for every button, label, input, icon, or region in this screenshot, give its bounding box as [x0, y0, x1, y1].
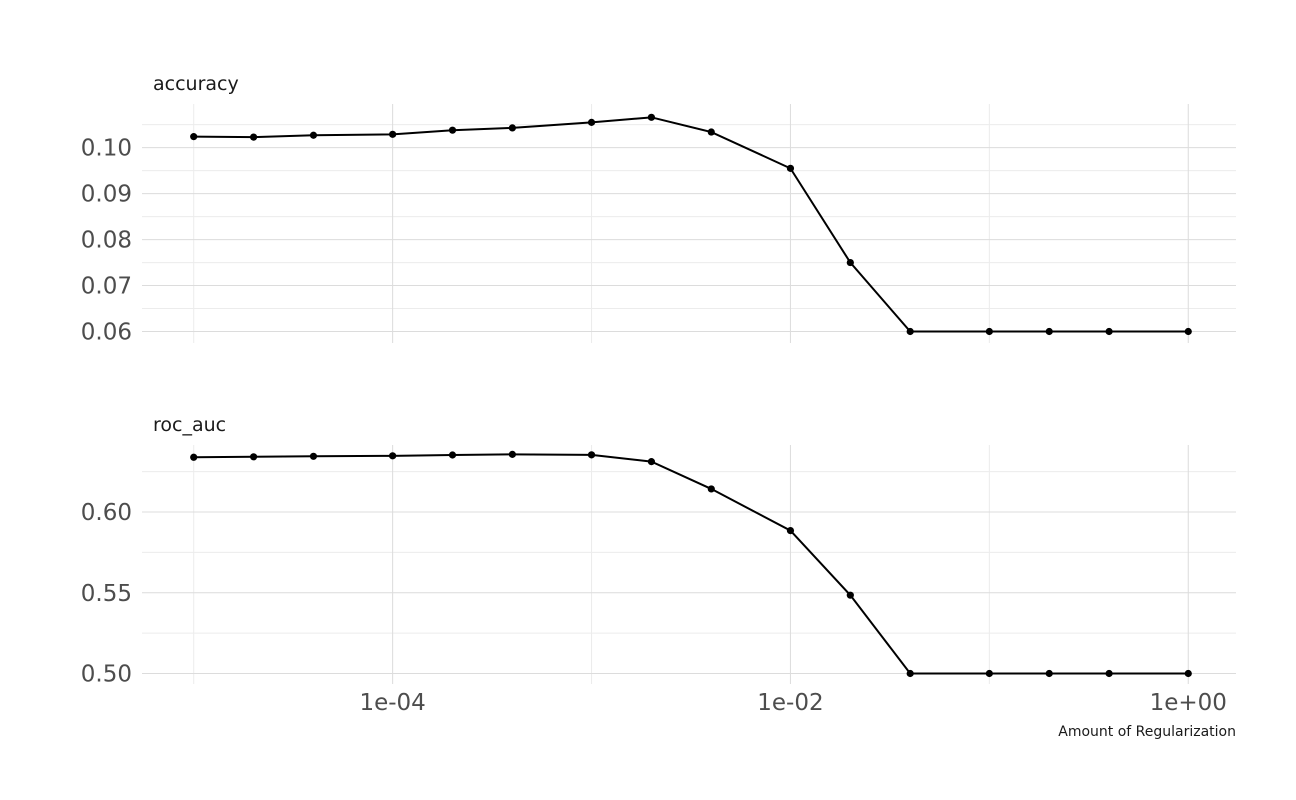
data-point — [309, 131, 318, 139]
panel-grid — [142, 445, 1236, 684]
data-point — [587, 451, 596, 459]
y-tick-label: 0.50 — [81, 662, 132, 688]
data-point — [985, 669, 993, 678]
data-point — [786, 164, 795, 172]
panel-grid — [142, 104, 1236, 343]
panel-roc-auc: roc_auc 0.50 0.55 0.60 — [81, 414, 1236, 688]
data-point — [508, 124, 516, 132]
y-tick-label: 0.09 — [81, 182, 132, 208]
data-point — [190, 133, 198, 141]
data-series — [190, 113, 1192, 336]
data-point — [389, 130, 397, 138]
x-tick-label: 1e-02 — [757, 690, 823, 716]
y-axis-ticks: 0.50 0.55 0.60 — [81, 500, 132, 687]
data-point — [508, 450, 516, 458]
data-point — [1184, 327, 1192, 336]
panel-title-accuracy: accuracy — [153, 73, 239, 95]
data-point — [846, 258, 854, 267]
data-point — [448, 451, 457, 459]
y-axis-ticks: 0.06 0.07 0.08 0.09 0.10 — [81, 136, 132, 346]
data-series — [190, 450, 1192, 678]
data-point — [707, 128, 715, 136]
y-tick-label: 0.07 — [81, 274, 132, 300]
y-tick-label: 0.06 — [81, 320, 132, 346]
x-axis-title: Amount of Regularization — [1058, 724, 1236, 740]
data-point — [1045, 327, 1053, 336]
y-tick-label: 0.08 — [81, 228, 132, 254]
data-point — [1045, 669, 1053, 678]
data-point — [1105, 327, 1113, 336]
x-tick-label: 1e-04 — [359, 690, 425, 716]
x-axis-ticks: 1e-04 1e-02 1e+00 — [359, 690, 1226, 716]
data-point — [309, 452, 318, 460]
data-point — [707, 485, 715, 493]
data-point — [647, 113, 656, 121]
series-line — [193, 116, 1189, 333]
x-tick-label: 1e+00 — [1150, 690, 1227, 716]
data-point — [190, 453, 198, 461]
y-tick-label: 0.55 — [81, 581, 132, 607]
data-point — [249, 453, 258, 461]
data-point — [906, 669, 914, 678]
data-point — [389, 452, 397, 460]
y-tick-label: 0.10 — [81, 136, 132, 162]
data-point — [906, 327, 914, 336]
data-point — [1184, 669, 1192, 678]
data-point — [846, 591, 854, 599]
y-tick-label: 0.60 — [81, 500, 132, 526]
series-line — [193, 453, 1189, 675]
data-point — [786, 526, 795, 535]
data-point — [249, 133, 258, 141]
data-point — [448, 126, 457, 134]
data-point — [985, 327, 993, 336]
panel-accuracy: accuracy 0.06 0.07 0.08 0.09 0.10 — [81, 73, 1236, 346]
data-point — [647, 458, 656, 466]
data-point — [1105, 669, 1113, 678]
panel-title-roc-auc: roc_auc — [153, 414, 226, 436]
data-point — [587, 118, 596, 126]
